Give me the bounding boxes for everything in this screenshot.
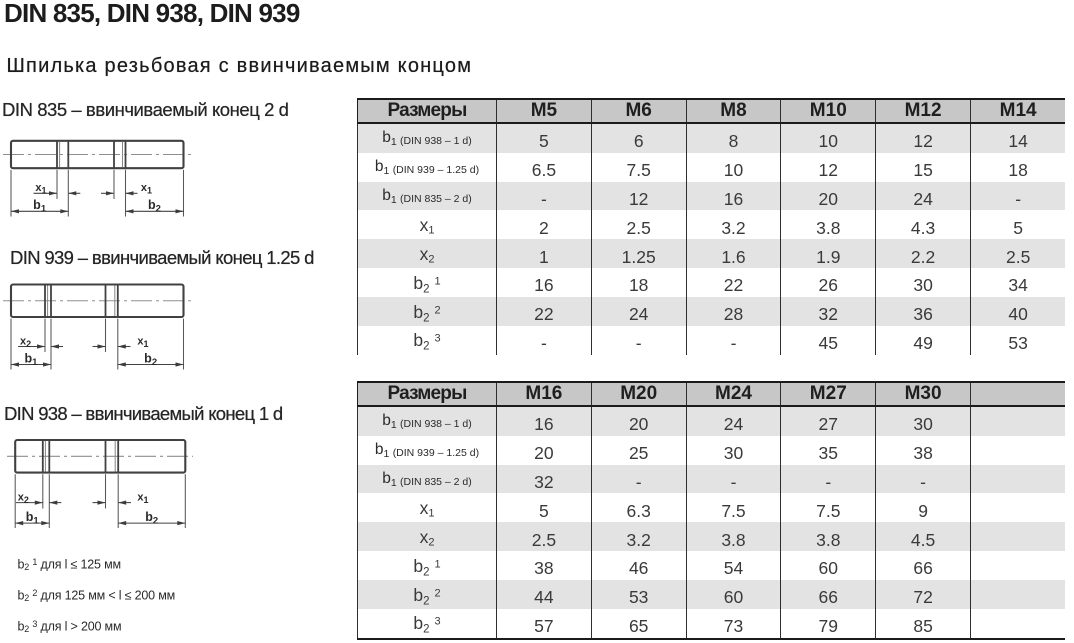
svg-text:b1: b1: [25, 351, 39, 368]
svg-text:b1: b1: [26, 510, 40, 527]
svg-text:b2: b2: [144, 351, 157, 368]
svg-text:x2: x2: [18, 491, 29, 505]
svg-text:b1: b1: [33, 198, 47, 215]
svg-text:b2: b2: [148, 198, 161, 215]
svg-text:x1: x1: [137, 335, 148, 349]
svg-text:x1: x1: [141, 182, 152, 196]
svg-text:x1: x1: [35, 182, 46, 196]
svg-text:x1: x1: [137, 491, 148, 505]
svg-text:b2: b2: [145, 510, 158, 527]
svg-text:x2: x2: [20, 335, 31, 349]
